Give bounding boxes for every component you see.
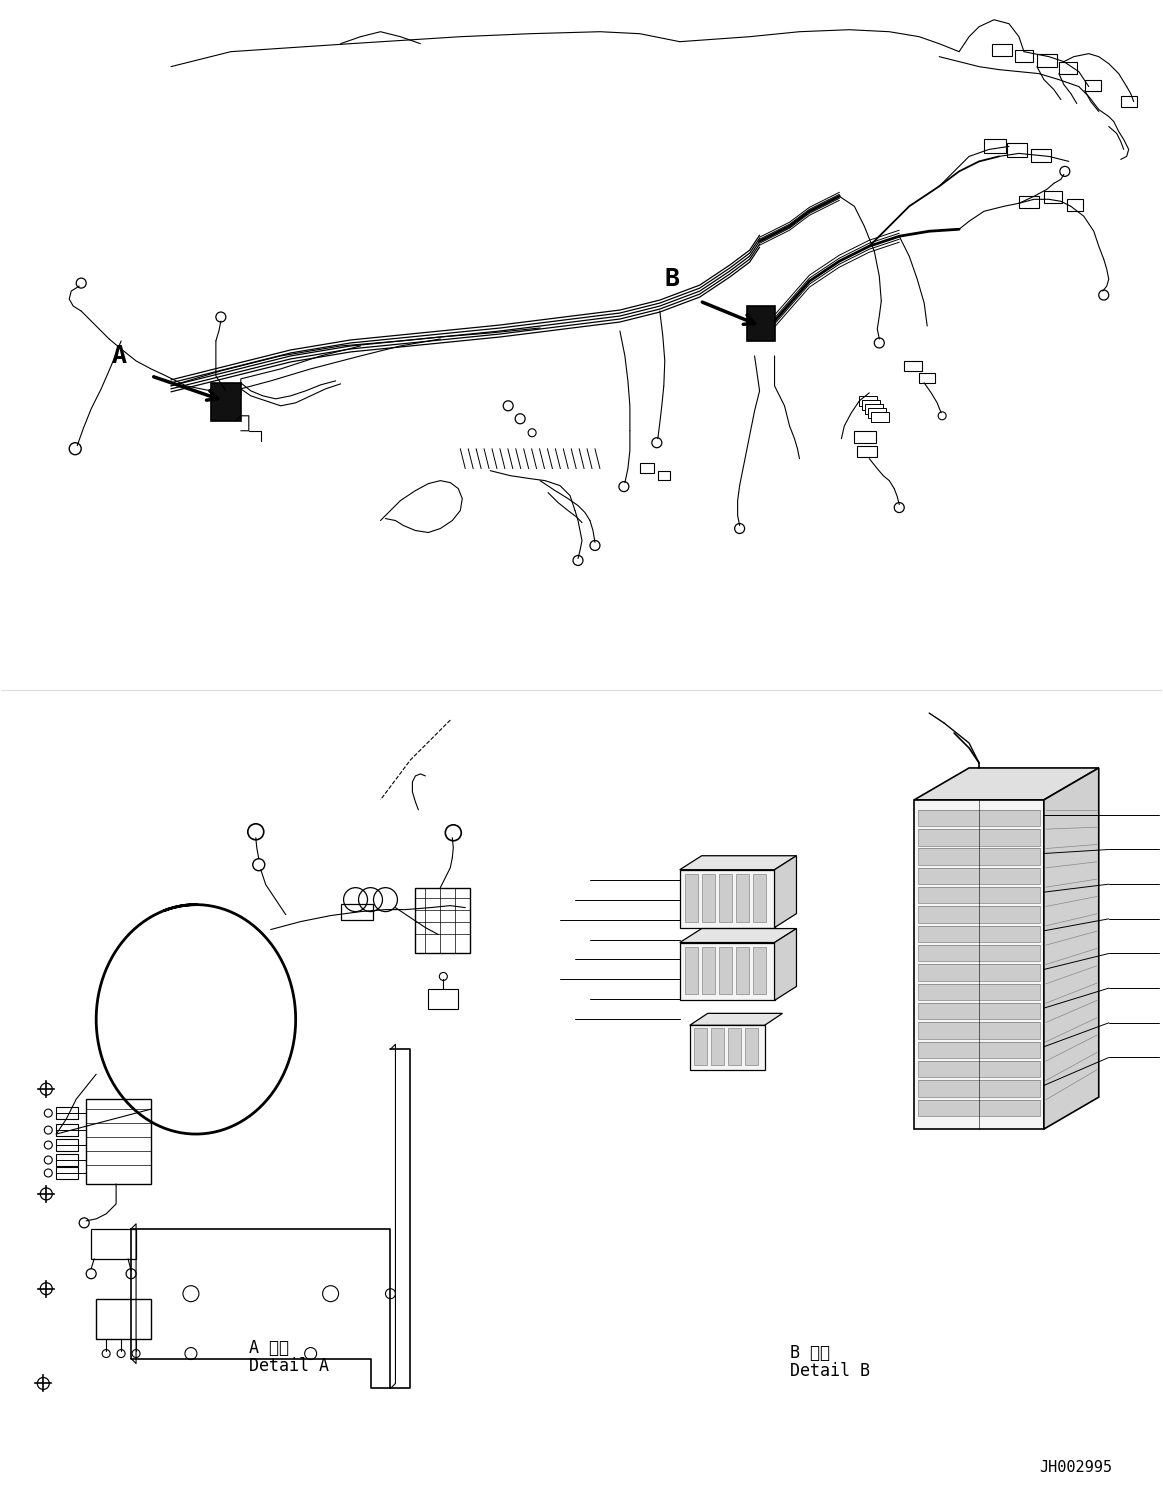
Bar	[56, 1107, 78, 1119]
Bar	[919, 887, 1040, 903]
Bar	[91, 1229, 136, 1259]
Bar	[1044, 192, 1062, 204]
Polygon shape	[690, 1013, 783, 1025]
Bar	[919, 926, 1040, 942]
Bar	[1007, 143, 1027, 158]
Bar	[97, 1299, 151, 1339]
Text: A: A	[112, 344, 126, 368]
Text: Detail B: Detail B	[790, 1362, 870, 1379]
Bar	[1058, 61, 1077, 73]
Bar	[736, 946, 749, 994]
Bar	[919, 868, 1040, 884]
Bar	[1019, 196, 1039, 208]
Polygon shape	[914, 801, 1044, 1129]
Bar	[56, 1123, 78, 1135]
Polygon shape	[679, 869, 775, 927]
Bar	[919, 1061, 1040, 1077]
Bar	[919, 984, 1040, 1000]
Polygon shape	[679, 856, 797, 869]
Bar	[919, 809, 1040, 826]
Bar	[919, 373, 935, 382]
Bar	[919, 1042, 1040, 1058]
Bar	[694, 1028, 707, 1065]
Bar	[736, 873, 749, 921]
Bar	[919, 1080, 1040, 1097]
Bar	[862, 400, 880, 409]
Text: A 詳細: A 詳細	[249, 1339, 288, 1357]
Polygon shape	[679, 929, 797, 942]
Bar	[869, 408, 886, 418]
Bar	[56, 1138, 78, 1152]
Bar	[719, 946, 732, 994]
Bar	[1015, 49, 1033, 61]
Polygon shape	[679, 942, 775, 1000]
Bar	[640, 463, 654, 473]
Bar	[56, 1167, 78, 1178]
Polygon shape	[1044, 768, 1099, 1129]
Bar	[904, 362, 922, 371]
Polygon shape	[775, 929, 797, 1000]
Bar	[984, 140, 1006, 153]
Bar	[1037, 54, 1057, 67]
Bar	[919, 964, 1040, 981]
Bar	[658, 470, 670, 479]
Bar	[1030, 149, 1051, 162]
Bar	[865, 403, 883, 414]
Polygon shape	[775, 856, 797, 927]
Bar	[919, 1100, 1040, 1116]
Bar	[1066, 199, 1083, 211]
Polygon shape	[690, 1025, 764, 1070]
Bar	[701, 946, 715, 994]
Bar	[86, 1100, 151, 1184]
Bar	[211, 382, 241, 421]
Bar	[919, 1003, 1040, 1019]
Bar	[752, 873, 765, 921]
Bar	[919, 829, 1040, 845]
Bar	[752, 946, 765, 994]
Bar	[1085, 79, 1100, 91]
Bar	[919, 848, 1040, 865]
Bar	[747, 307, 775, 341]
Bar	[428, 990, 458, 1009]
Bar	[859, 396, 877, 406]
Bar	[855, 430, 876, 443]
Bar	[919, 945, 1040, 961]
Bar	[919, 906, 1040, 923]
Bar	[1121, 95, 1136, 107]
Bar	[685, 946, 698, 994]
Bar	[701, 873, 715, 921]
Bar	[857, 446, 877, 457]
Bar	[744, 1028, 757, 1065]
Polygon shape	[914, 768, 1099, 801]
Bar	[919, 1022, 1040, 1039]
Bar	[871, 412, 890, 421]
Bar	[711, 1028, 723, 1065]
Bar	[719, 873, 732, 921]
Bar	[992, 43, 1012, 55]
Bar	[728, 1028, 741, 1065]
Bar	[415, 888, 470, 952]
Text: JH002995: JH002995	[1039, 1460, 1112, 1475]
Text: B 詳細: B 詳細	[790, 1344, 829, 1362]
Bar	[56, 1155, 78, 1167]
Bar	[685, 873, 698, 921]
Text: B: B	[665, 268, 680, 292]
Bar	[341, 903, 372, 920]
Text: Detail A: Detail A	[249, 1357, 329, 1375]
